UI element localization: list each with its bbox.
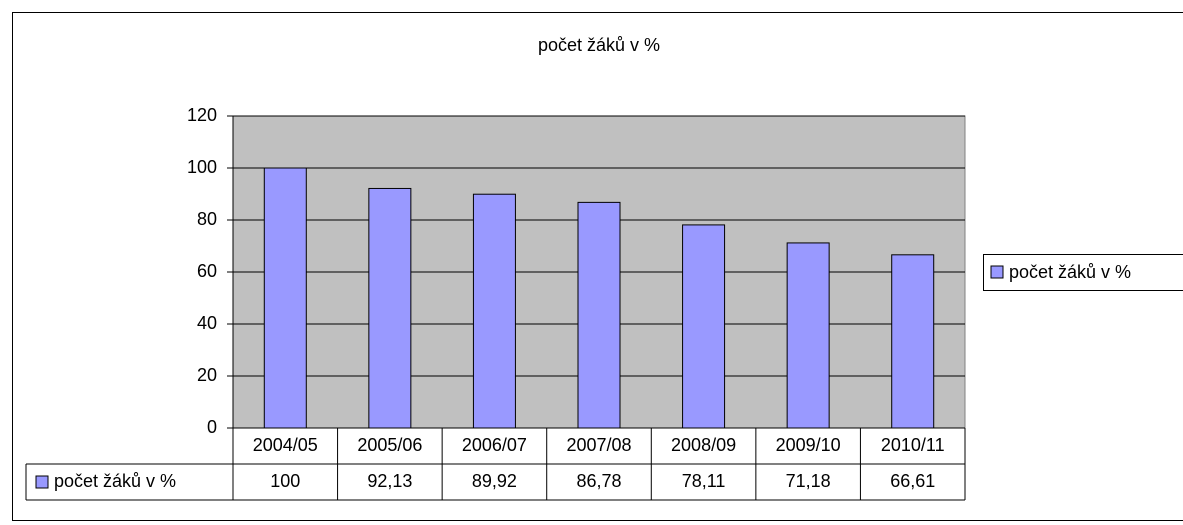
- table-row-header: počet žáků v %: [54, 471, 176, 491]
- y-tick-label: 40: [197, 313, 217, 333]
- y-tick-label: 80: [197, 209, 217, 229]
- y-tick-label: 0: [207, 417, 217, 437]
- bar: [577, 201, 621, 429]
- y-tick-label: 120: [187, 105, 217, 125]
- table-value: 100: [270, 471, 300, 491]
- legend-key: [990, 265, 1004, 279]
- bar: [891, 254, 935, 429]
- legend-label: počet žáků v %: [1009, 262, 1131, 282]
- table-value: 66,61: [890, 471, 935, 491]
- table-legend-key: [35, 475, 49, 489]
- bar: [368, 187, 412, 429]
- table-value: 86,78: [576, 471, 621, 491]
- x-tick-label: 2007/08: [566, 435, 631, 455]
- x-tick-label: 2009/10: [776, 435, 841, 455]
- bar: [472, 193, 516, 429]
- table-value: 71,18: [786, 471, 831, 491]
- table-value: 92,13: [367, 471, 412, 491]
- bar: [786, 242, 830, 429]
- table-value: 89,92: [472, 471, 517, 491]
- y-tick-label: 20: [197, 365, 217, 385]
- table-value: 78,11: [682, 471, 726, 491]
- x-tick-label: 2006/07: [462, 435, 527, 455]
- x-tick-label: 2008/09: [671, 435, 736, 455]
- x-tick-label: 2010/11: [881, 435, 945, 455]
- chart-title: počet žáků v %: [538, 35, 660, 55]
- x-tick-label: 2005/06: [357, 435, 422, 455]
- bar: [263, 167, 307, 429]
- bar: [682, 224, 726, 429]
- legend-box: [983, 254, 1183, 291]
- y-tick-label: 60: [197, 261, 217, 281]
- y-tick-label: 100: [187, 157, 217, 177]
- x-tick-label: 2004/05: [253, 435, 318, 455]
